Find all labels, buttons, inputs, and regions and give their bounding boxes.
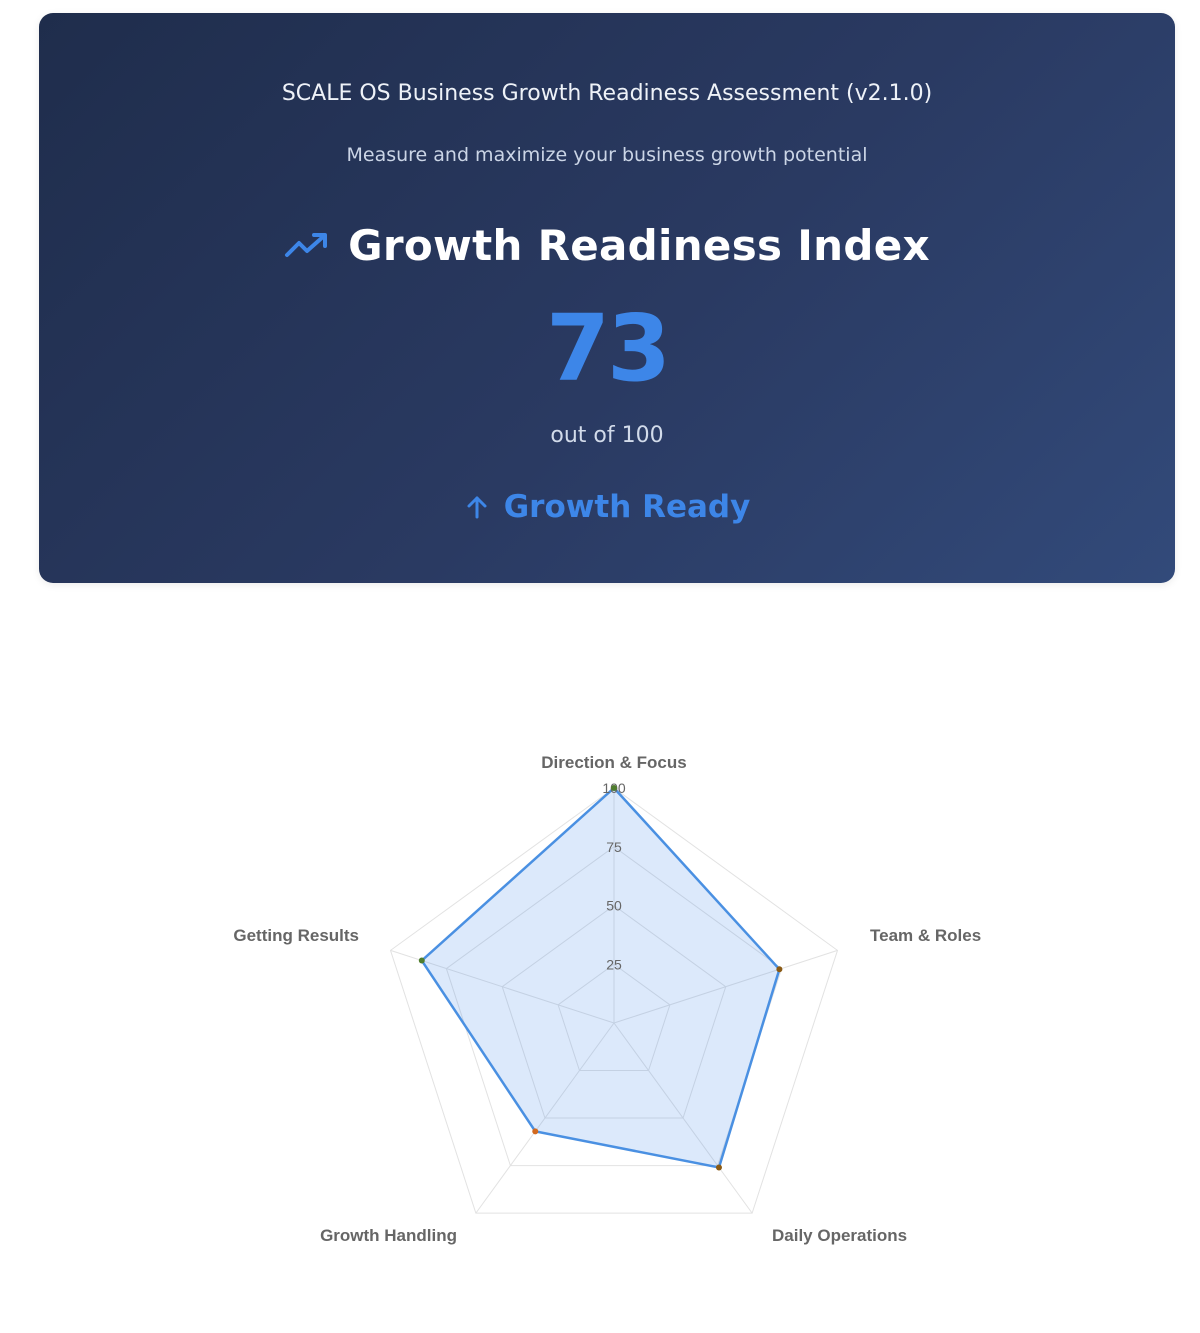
radar-category-label: Growth Handling: [320, 1226, 457, 1245]
radar-grid-ring: [445, 846, 783, 1167]
radar-series-area: [420, 786, 781, 1169]
radar-data-point: [776, 966, 783, 973]
hero-card: SCALE OS Business Growth Readiness Asses…: [39, 13, 1175, 583]
radar-category-label: Daily Operations: [772, 1226, 907, 1245]
index-title: Growth Readiness Index: [348, 220, 930, 270]
radar-tick-label: 75: [606, 839, 622, 855]
radar-spoke: [613, 1022, 753, 1214]
radar-grid-ring: [557, 963, 671, 1072]
status-label: Growth Ready: [503, 489, 751, 525]
page-title: SCALE OS Business Growth Readiness Asses…: [281, 81, 933, 106]
radar-grid-ring: [389, 787, 839, 1214]
page-subtitle: Measure and maximize your business growt…: [346, 144, 868, 166]
radar-spoke: [613, 949, 838, 1024]
arrow-up-icon: [467, 496, 487, 519]
radar-tick-label: 50: [606, 898, 622, 914]
radar-data-point: [715, 1164, 722, 1171]
score-value: 73: [545, 295, 671, 402]
radar-category-label: Getting Results: [233, 926, 359, 945]
trending-up-icon: [285, 233, 328, 257]
radar-spoke: [475, 1022, 615, 1214]
score-suffix: out of 100: [550, 423, 664, 448]
radar-category-label: Direction & Focus: [541, 753, 686, 772]
radar-data-point: [611, 785, 617, 791]
index-heading: Growth Readiness Index: [39, 217, 1175, 273]
radar-tick-label: 25: [606, 956, 622, 972]
radar-spoke: [390, 949, 615, 1024]
radar-grid-ring: [501, 904, 727, 1119]
radar-category-label: Team & Roles: [870, 926, 981, 945]
radar-data-point: [532, 1128, 539, 1135]
radar-data-point: [418, 957, 425, 964]
status-badge: Growth Ready: [39, 487, 1175, 527]
